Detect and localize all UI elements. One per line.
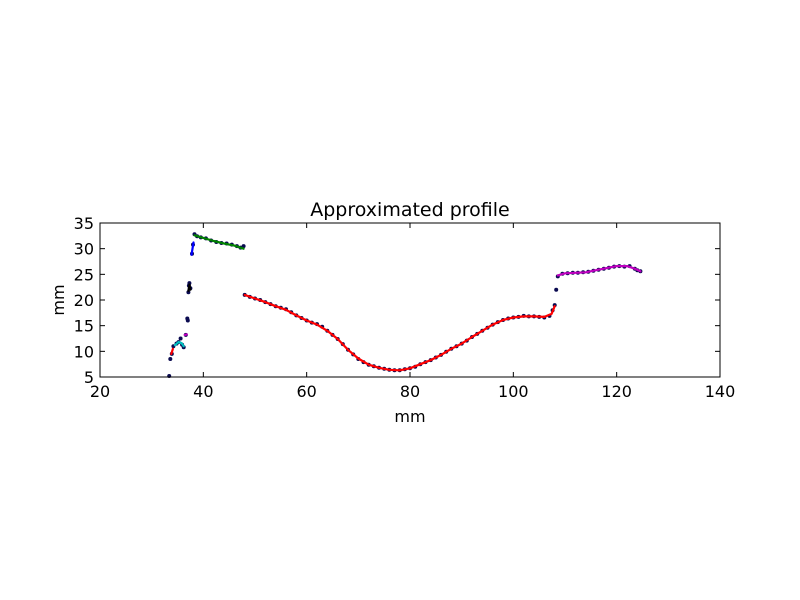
fit-segment-line [183,333,188,336]
data-point [168,357,173,361]
y-tick-label: 10 [74,342,94,361]
data-point [186,290,191,295]
axes-frame [99,222,721,378]
y-tick-label: 5 [84,368,94,387]
fit-segment-line [193,234,245,250]
x-tick-label: 40 [193,382,213,401]
x-tick-label: 120 [601,382,632,401]
x-tick-label: 100 [498,382,529,401]
axis-ticks: 20 40 60 80 100 120 140 5 10 15 20 25 30 35 [74,214,736,401]
y-tick-label: 15 [74,317,94,336]
x-tick-label: 140 [705,382,736,401]
plot-area [167,232,643,378]
data-point [554,287,559,292]
data-point [241,244,246,249]
x-tick-label: 20 [90,382,110,401]
x-tick-label: 60 [296,382,316,401]
data-point [187,281,192,286]
y-tick-label: 25 [74,265,94,284]
fit-segment-line [187,283,192,292]
y-axis-label: mm [49,284,68,315]
fit-segment-line [556,265,642,277]
fit-segment-line [170,347,174,355]
fit-segment-line [173,341,185,348]
data-point [185,318,190,323]
data-point [178,336,183,341]
chart-title: Approximated profile [310,199,509,221]
y-tick-label: 20 [74,291,94,310]
y-tick-label: 30 [74,240,94,259]
fit-segment-line [243,293,556,372]
x-tick-label: 80 [400,382,420,401]
x-axis-label: mm [394,407,425,426]
fit-segment-line [190,241,195,256]
y-tick-label: 35 [74,214,94,233]
